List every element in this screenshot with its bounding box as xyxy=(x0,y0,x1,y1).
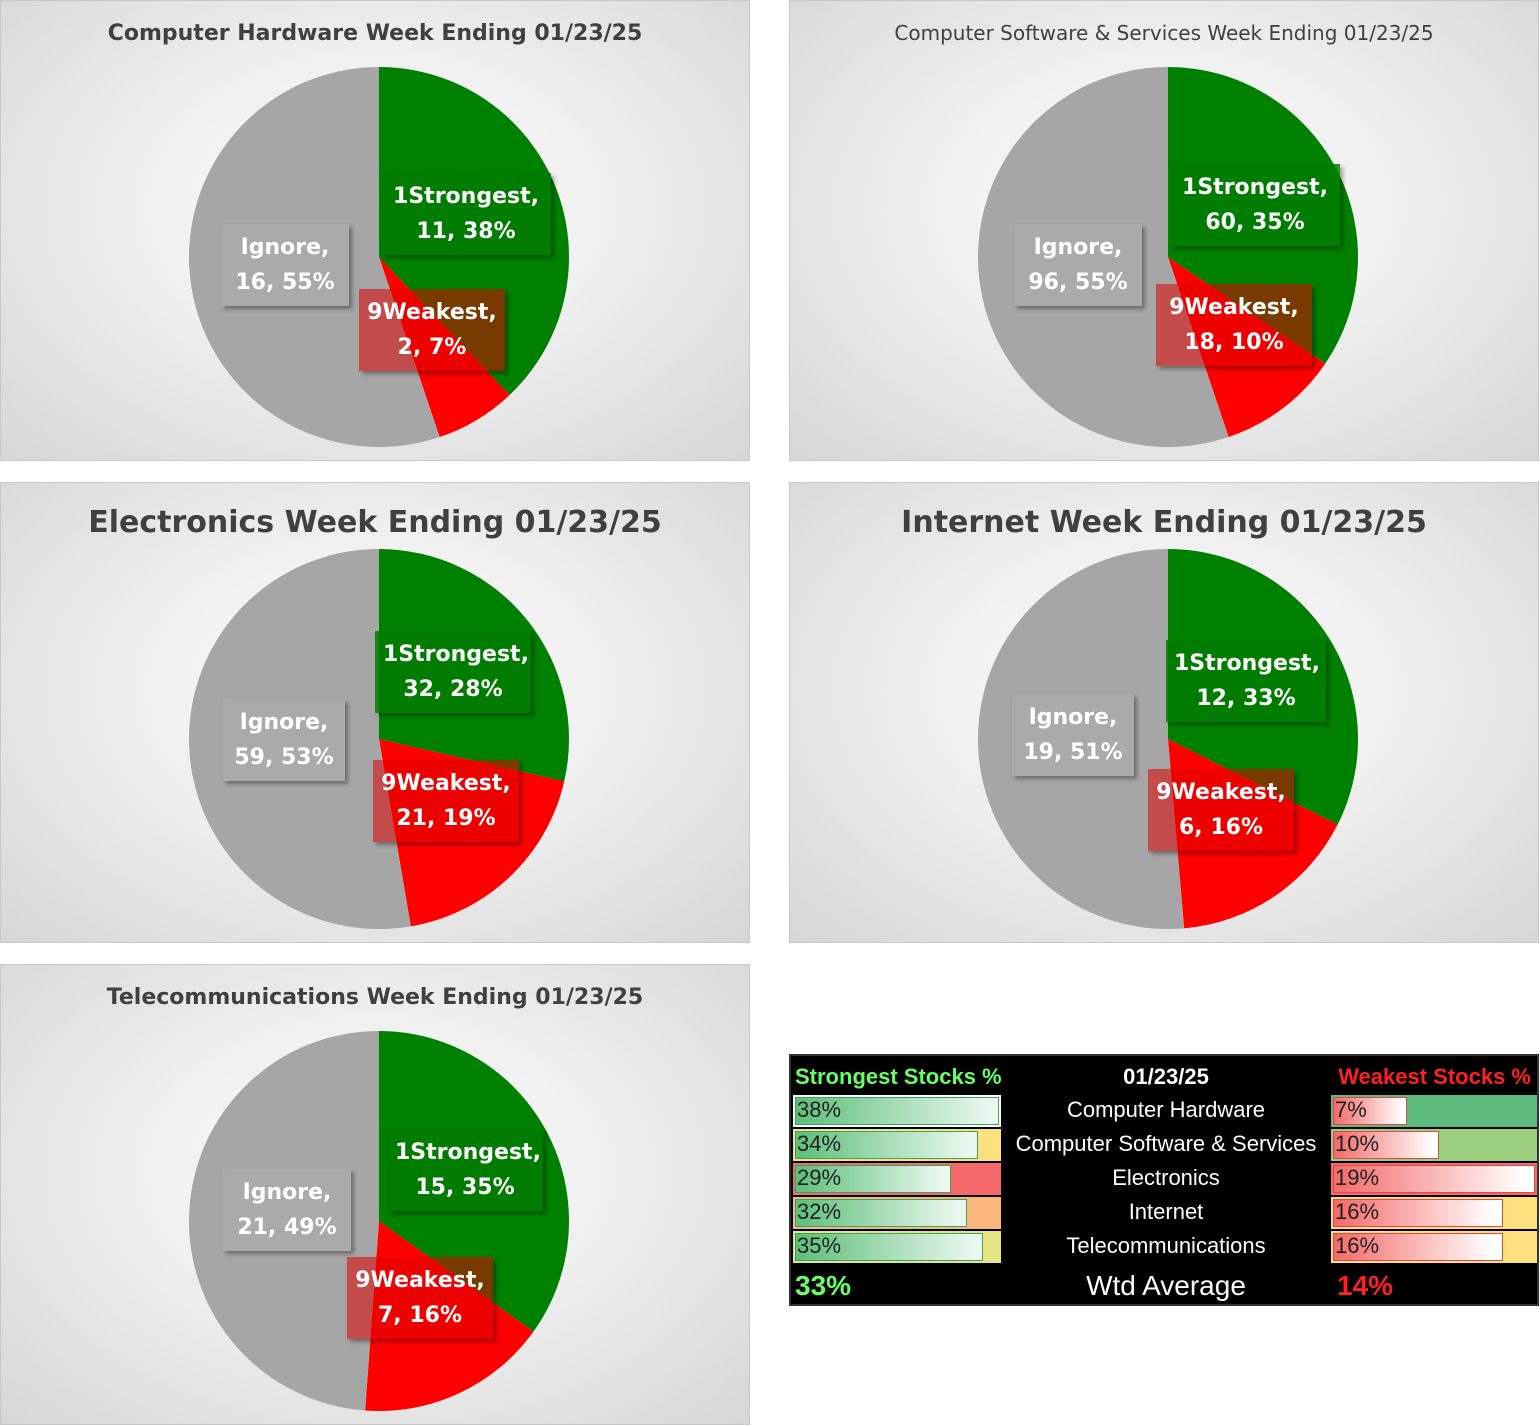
slice-label-strongest: 1Strongest, 32, 28% xyxy=(375,631,531,713)
weakest-value: 16% xyxy=(1335,1233,1380,1258)
table-row: 34% Computer Software & Services 10% xyxy=(791,1128,1537,1162)
chart-title: Internet Week Ending 01/23/25 xyxy=(901,505,1427,540)
pie-chart-telecommunications: Telecommunications Week Ending 01/23/25 … xyxy=(0,964,750,1425)
sector-name: Computer Hardware xyxy=(1066,1097,1266,1122)
avg-label: Wtd Average xyxy=(1086,1270,1246,1301)
sector-name: Internet xyxy=(1128,1199,1204,1224)
pie-svg xyxy=(188,1031,570,1411)
pie-chart-internet: Internet Week Ending 01/23/25 Ignore, 19,… xyxy=(789,482,1539,943)
slice-label-strongest: 1Strongest, 15, 35% xyxy=(387,1129,543,1211)
weakest-bar xyxy=(1333,1097,1407,1125)
pie-chart-electronics: Electronics Week Ending 01/23/25 Ignore,… xyxy=(0,482,750,943)
weakest-cell: 16% xyxy=(1331,1197,1537,1229)
weakest-value: 10% xyxy=(1335,1131,1380,1156)
strongest-cell: 29% xyxy=(793,1163,1001,1195)
avg-weakest: 14% xyxy=(1337,1270,1394,1301)
strongest-value: 34% xyxy=(797,1131,842,1156)
weakest-value: 7% xyxy=(1335,1097,1367,1122)
weakest-cell: 10% xyxy=(1331,1129,1537,1161)
slice-label-weakest: 9Weakest, 18, 10% xyxy=(1156,284,1312,366)
weakest-bar xyxy=(1333,1165,1535,1193)
slice-label-weakest: 9Weakest, 6, 16% xyxy=(1148,769,1294,851)
header-strongest: Strongest Stocks % xyxy=(795,1064,1002,1089)
strongest-bar xyxy=(795,1199,967,1227)
slice-label-ignore: Ignore, 16, 55% xyxy=(221,224,349,306)
strongest-value: 32% xyxy=(797,1199,842,1224)
strongest-cell: 34% xyxy=(793,1129,1001,1161)
pie-chart-computer-hardware: Computer Hardware Week Ending 01/23/25 I… xyxy=(0,0,750,461)
slice-label-strongest: 1Strongest, 60, 35% xyxy=(1170,164,1340,246)
slice-label-weakest: 9Weakest, 21, 19% xyxy=(373,760,519,842)
strongest-bar xyxy=(795,1131,978,1159)
weakest-value: 19% xyxy=(1335,1165,1380,1190)
slice-label-ignore: Ignore, 19, 51% xyxy=(1012,694,1134,776)
slice-label-weakest: 9Weakest, 7, 16% xyxy=(347,1257,493,1339)
strongest-bar xyxy=(795,1097,999,1125)
strongest-value: 35% xyxy=(797,1233,842,1258)
table-row: 32% Internet 16% xyxy=(791,1196,1537,1230)
weakest-bar xyxy=(1333,1233,1503,1261)
header-date: 01/23/25 xyxy=(1123,1064,1209,1089)
summary-table: Strongest Stocks % 01/23/25 Weakest Stoc… xyxy=(789,1054,1539,1306)
weakest-cell: 7% xyxy=(1331,1095,1537,1127)
strongest-value: 29% xyxy=(797,1165,842,1190)
slice-label-ignore: Ignore, 96, 55% xyxy=(1014,224,1142,306)
strongest-bar xyxy=(795,1165,951,1193)
weakest-value: 16% xyxy=(1335,1199,1380,1224)
pie-svg xyxy=(978,549,1358,929)
chart-title: Telecommunications Week Ending 01/23/25 xyxy=(106,985,644,1010)
chart-title: Computer Hardware Week Ending 01/23/25 xyxy=(107,21,643,46)
chart-title: Computer Software & Services Week Ending… xyxy=(894,21,1434,45)
slice-label-weakest: 9Weakest, 2, 7% xyxy=(359,289,505,371)
weakest-bar xyxy=(1333,1199,1503,1227)
header-weakest: Weakest Stocks % xyxy=(1338,1064,1531,1089)
weakest-bar xyxy=(1333,1131,1439,1159)
strongest-value: 38% xyxy=(797,1097,842,1122)
slice-label-strongest: 1Strongest, 11, 38% xyxy=(381,173,551,255)
table-row: 35% Telecommunications 16% xyxy=(791,1230,1537,1264)
strongest-cell: 32% xyxy=(793,1197,1001,1229)
slice-label-strongest: 1Strongest, 12, 33% xyxy=(1166,640,1326,722)
sector-name: Telecommunications xyxy=(1066,1233,1266,1258)
chart-title: Electronics Week Ending 01/23/25 xyxy=(88,505,662,540)
weakest-cell: 19% xyxy=(1331,1163,1537,1195)
pie-svg xyxy=(189,67,569,447)
sector-name: Computer Software & Services xyxy=(1015,1131,1317,1156)
slice-label-ignore: Ignore, 21, 49% xyxy=(223,1169,351,1251)
pie-svg xyxy=(978,67,1358,447)
avg-strongest: 33% xyxy=(795,1270,852,1301)
sector-name: Electronics xyxy=(1112,1165,1220,1190)
slice-label-ignore: Ignore, 59, 53% xyxy=(223,699,345,781)
table-row: 29% Electronics 19% xyxy=(791,1162,1537,1196)
strongest-cell: 35% xyxy=(793,1231,1001,1263)
weakest-cell: 16% xyxy=(1331,1231,1537,1263)
table-row: 38% Computer Hardware 7% xyxy=(791,1094,1537,1128)
pie-chart-computer-software: Computer Software & Services Week Ending… xyxy=(789,0,1539,461)
strongest-cell: 38% xyxy=(793,1095,1001,1127)
strongest-bar xyxy=(795,1233,983,1261)
pie-svg xyxy=(189,549,569,929)
